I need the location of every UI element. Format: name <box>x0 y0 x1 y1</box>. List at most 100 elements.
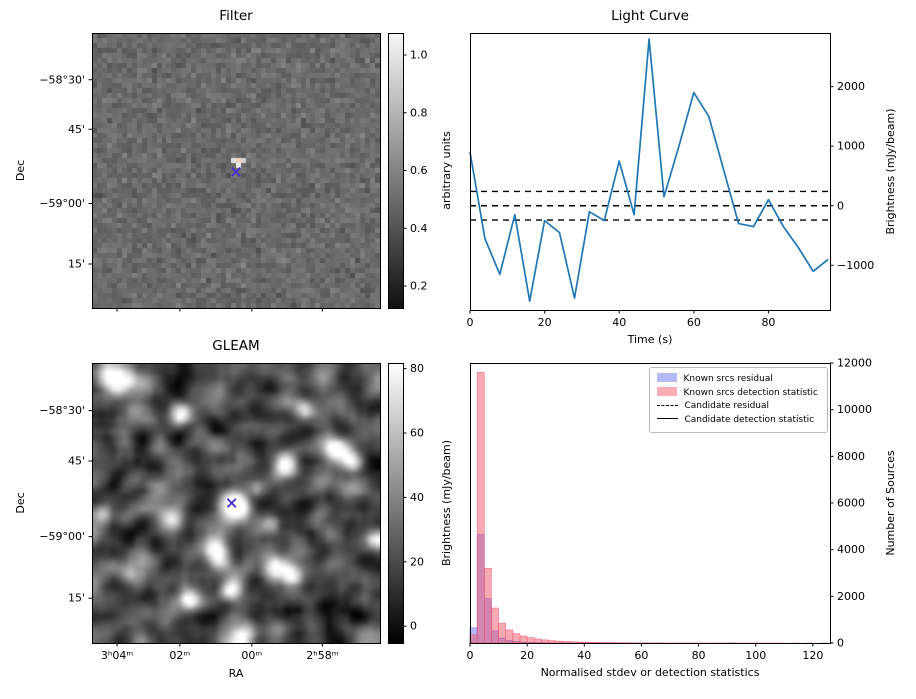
filter-colorbar <box>388 33 403 308</box>
y-tick-label: 6000 <box>837 497 865 510</box>
x-tick-label: 100 <box>745 649 766 662</box>
colorbar-tick-label: 60 <box>410 427 424 440</box>
x-tick-label: 02ᵐ <box>169 649 190 662</box>
hist-bar <box>583 641 592 644</box>
hist-bar <box>576 641 585 644</box>
x-tick-label: 40 <box>577 649 591 662</box>
gleam-title: GLEAM <box>212 338 260 354</box>
colorbar-tick-label: 1.0 <box>410 49 428 62</box>
legend-swatch-patch <box>657 373 678 382</box>
y-tick-label: 10000 <box>837 403 872 416</box>
hist-bar <box>469 627 478 644</box>
legend-item: Known srcs detection statistic <box>657 386 818 401</box>
y-tick-label: 2000 <box>837 590 865 603</box>
y-tick-label: −59°00' <box>39 197 85 210</box>
hist-bar <box>512 633 521 644</box>
colorbar-tick-label: 20 <box>410 555 424 568</box>
legend-swatch-solid <box>657 418 679 419</box>
legend-item: Candidate residual <box>657 400 818 414</box>
colorbar-tick-label: 0.8 <box>410 106 428 119</box>
legend-swatch-dashed <box>657 404 679 406</box>
hist-bar <box>491 630 499 644</box>
hist-bar <box>562 641 571 644</box>
x-axis-label: RA <box>229 667 244 680</box>
legend-label: Known srcs detection statistic <box>683 387 818 398</box>
x-tick-label: 0 <box>467 316 474 329</box>
x-tick-label: 120 <box>802 649 823 662</box>
filter-image <box>92 33 380 308</box>
hist-bar <box>519 641 528 644</box>
colorbar-tick-label: 0 <box>410 620 417 633</box>
legend-swatch-patch <box>657 386 678 396</box>
hist-bar <box>505 629 514 644</box>
y-axis-label: Brightness (mJy/beam) <box>884 108 897 234</box>
colorbar-label: arbitrary units <box>440 131 453 210</box>
y-tick-label: 4000 <box>837 543 865 556</box>
hist-bar <box>598 642 607 644</box>
y-tick-label: 12000 <box>837 357 872 370</box>
hist-bar <box>519 635 528 644</box>
x-tick-label: 00ᵐ <box>241 649 262 662</box>
y-tick-label: −58°30' <box>39 404 85 417</box>
lightcurve-title: Light Curve <box>611 8 689 24</box>
legend-item: Candidate detection statistic <box>657 414 818 428</box>
hist-bar <box>483 568 492 644</box>
legend-label: Candidate residual <box>684 401 770 411</box>
hist-bar <box>526 637 535 644</box>
y-tick-label: −59°00' <box>39 530 85 543</box>
gleam-image <box>92 363 380 643</box>
hist-bar <box>469 634 478 644</box>
x-tick-label: 20 <box>520 649 534 662</box>
y-tick-label: −58°30' <box>39 73 85 86</box>
x-tick-label: 40 <box>612 316 626 329</box>
x-axis-label: Time (s) <box>627 333 673 346</box>
colorbar-tick-label: 0.6 <box>410 164 428 177</box>
legend-label: Known srcs residual <box>683 374 773 384</box>
y-tick-label: 8000 <box>837 450 865 463</box>
y-tick-label: 1000 <box>837 140 865 153</box>
y-tick-label: 15' <box>68 258 85 271</box>
hist-bar <box>491 607 499 644</box>
hist-bar <box>533 638 542 644</box>
colorbar-tick-label: 0.4 <box>410 222 428 235</box>
axes-frame <box>470 33 831 311</box>
y-tick-label: 45' <box>68 455 85 468</box>
x-tick-label: 3ʰ04ᵐ <box>101 649 133 662</box>
y-tick-label: 0 <box>837 199 844 212</box>
x-tick-label: 2ʰ58ᵐ <box>306 649 338 662</box>
lightcurve-line <box>469 38 829 302</box>
y-tick-label: 2000 <box>837 80 865 93</box>
histogram-legend: Known srcs residual Known srcs detection … <box>649 367 828 433</box>
colorbar-tick-label: 40 <box>410 491 424 504</box>
legend-item: Known srcs residual <box>657 373 818 387</box>
x-tick-label: 20 <box>538 316 552 329</box>
colorbar-tick-label: 80 <box>410 362 424 375</box>
y-axis-label: Dec <box>14 492 27 513</box>
colorbar-label: Brightness (mJy/beam) <box>440 440 453 566</box>
x-tick-label: 80 <box>761 316 775 329</box>
hist-bar <box>569 641 578 644</box>
hist-bar <box>512 641 521 644</box>
hist-bar <box>548 640 557 644</box>
y-tick-label: 45' <box>68 123 85 136</box>
x-tick-label: 60 <box>634 649 648 662</box>
hist-bar <box>476 534 485 644</box>
hist-bar <box>498 622 507 644</box>
y-tick-label: 15' <box>68 592 85 605</box>
hist-bar <box>526 642 535 644</box>
hist-bar <box>555 640 564 644</box>
hist-bar <box>483 598 492 644</box>
x-tick-label: 60 <box>687 316 701 329</box>
hist-bar <box>498 637 507 644</box>
y-tick-label: −1000 <box>837 259 874 272</box>
hist-bar <box>505 640 514 644</box>
filter-title: Filter <box>219 8 253 24</box>
hist-bar <box>476 372 485 644</box>
hist-bar <box>541 639 549 644</box>
x-tick-label: 0 <box>467 649 474 662</box>
x-tick-label: 80 <box>692 649 706 662</box>
y-tick-label: 0 <box>837 637 844 650</box>
colorbar-tick-label: 0.2 <box>410 280 428 293</box>
y-axis-label: Dec <box>14 160 27 181</box>
